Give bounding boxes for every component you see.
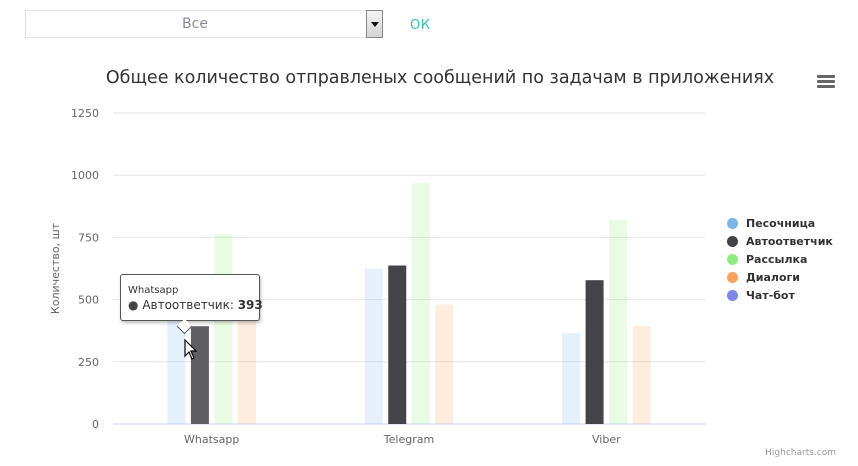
tooltip-series: Автоответчик	[142, 298, 230, 312]
tooltip-bullet: ●	[128, 298, 139, 312]
legend-dot-icon	[727, 235, 738, 247]
x-tick-label: Viber	[592, 433, 621, 446]
y-tick-label: 500	[78, 294, 99, 307]
mouse-cursor-icon	[184, 339, 198, 360]
bar	[237, 318, 256, 424]
y-tick-label: 750	[78, 231, 99, 244]
y-axis-title: Количество, шт	[49, 222, 62, 314]
dropdown-arrow-icon[interactable]	[366, 10, 383, 38]
bar	[435, 304, 454, 424]
bar	[167, 317, 186, 424]
legend-item[interactable]: Диалоги	[727, 268, 833, 286]
legend-dot-icon	[727, 289, 738, 301]
task-filter-value: Все	[182, 16, 208, 32]
y-tick-label: 250	[78, 356, 99, 369]
legend-item[interactable]: Чат-бот	[727, 286, 833, 304]
legend-label: Диалоги	[746, 270, 800, 284]
legend-label: Рассылка	[746, 252, 808, 266]
legend-dot-icon	[727, 217, 738, 229]
legend-label: Автоответчик	[746, 234, 833, 248]
bar	[411, 183, 430, 424]
y-tick-label: 0	[92, 418, 99, 431]
legend-item[interactable]: Автоответчик	[727, 232, 833, 250]
bar	[388, 265, 407, 424]
legend-item[interactable]: Песочница	[727, 214, 833, 232]
legend-dot-icon	[727, 271, 738, 283]
legend-item[interactable]: Рассылка	[727, 250, 833, 268]
legend-label: Чат-бот	[746, 288, 795, 302]
ok-button[interactable]: ОК	[410, 18, 431, 33]
tooltip-row: ● Автоответчик: 393	[128, 298, 263, 312]
bar	[609, 219, 628, 424]
tooltip-value: 393	[237, 298, 263, 312]
bar	[632, 326, 651, 424]
y-tick-label: 1000	[71, 169, 99, 182]
legend-dot-icon	[727, 253, 738, 265]
y-tick-label: 1250	[71, 107, 99, 120]
bar	[585, 280, 604, 424]
chart-legend: Песочница Автоответчик Рассылка Диалоги Чат-…	[727, 214, 833, 304]
bar	[364, 268, 383, 424]
x-tick-label: Telegram	[383, 433, 434, 446]
tooltip-title: Whatsapp	[128, 285, 179, 296]
chart-title: Общее количество отправленых сообщений п…	[105, 68, 775, 88]
task-filter-select[interactable]: Все	[25, 10, 383, 38]
hamburger-menu-icon[interactable]	[817, 75, 835, 89]
highcharts-credits[interactable]: Highcharts.com	[765, 448, 836, 458]
legend-label: Песочница	[746, 216, 816, 230]
bar	[562, 333, 581, 424]
bar	[214, 233, 233, 424]
chart-tooltip: Whatsapp ● Автоответчик: 393	[120, 274, 263, 335]
x-tick-label: Whatsapp	[184, 433, 239, 446]
